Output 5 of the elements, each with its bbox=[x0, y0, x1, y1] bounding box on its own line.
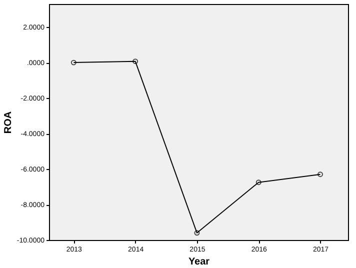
point bbox=[256, 180, 262, 186]
point bbox=[194, 230, 200, 236]
point bbox=[132, 58, 138, 64]
y-axis-title: ROA bbox=[2, 111, 14, 134]
x-axis-title: Year bbox=[188, 256, 210, 268]
